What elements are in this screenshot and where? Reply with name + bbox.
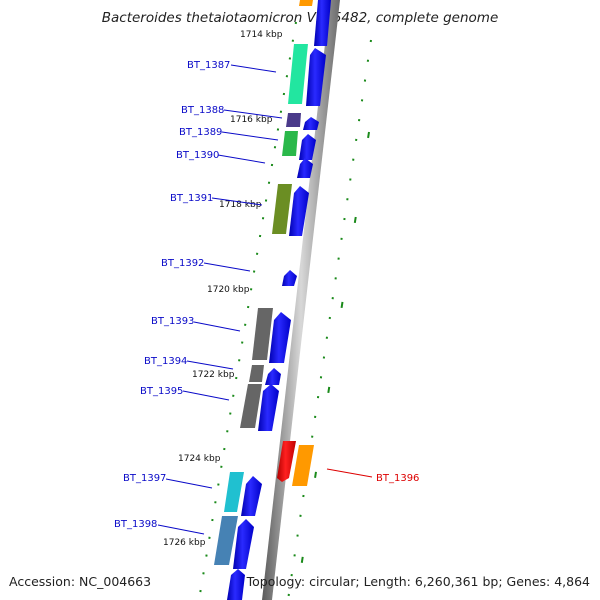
topology-info: Topology: circular; Length: 6,260,361 bp… [246, 574, 590, 589]
scale-label: 1726 kbp [163, 538, 206, 548]
accession-label: Accession: [9, 574, 76, 589]
gene-arrow-bt-1387 [306, 48, 326, 106]
scale-label: 1714 kbp [240, 30, 283, 40]
gene-arrow-bt-1392 [282, 270, 297, 286]
map-title: Bacteroides thetaiotaomicron VPI-5482, c… [101, 10, 499, 26]
gene-arrow-bt-1396 [277, 441, 296, 482]
gene-arrow-bt-1394 [265, 368, 281, 385]
cog-block-bt-1398 [214, 516, 238, 565]
leader-line-bt-1396 [326, 468, 373, 478]
cog-block-bt-1394 [249, 365, 264, 382]
scale-label: 1718 kbp [219, 200, 262, 210]
leader-line-bt-1397 [165, 478, 213, 489]
gene-label-bt-1394[interactable]: BT_1394 [144, 356, 187, 367]
gene-label-bt-1390[interactable]: BT_1390 [176, 150, 219, 161]
gene-label-bt-1393[interactable]: BT_1393 [151, 316, 194, 327]
leader-line-bt-1387 [230, 64, 277, 73]
gene-top-orange [299, 0, 313, 6]
gene-arrow-bt-1397 [241, 476, 262, 516]
scale-label: 1720 kbp [207, 285, 250, 295]
gene-top-blue [314, 0, 331, 46]
gene-label-bt-1395[interactable]: BT_1395 [140, 386, 183, 397]
cog-block-bt-1391 [272, 184, 292, 234]
gene-label-bt-1389[interactable]: BT_1389 [179, 127, 222, 138]
gene-arrow-bt-1391 [289, 186, 309, 236]
accession-info: Accession: NC_004663 [9, 574, 151, 589]
accession-value: NC_004663 [79, 574, 152, 589]
leader-line-bt-1393 [193, 321, 241, 332]
gene-label-bt-1387[interactable]: BT_1387 [187, 60, 230, 71]
leader-line-bt-1394 [186, 360, 234, 370]
cog-block-bt-1393 [252, 308, 273, 360]
scale-label: 1716 kbp [230, 115, 273, 125]
gene-label-bt-1391[interactable]: BT_1391 [170, 193, 213, 204]
gene-arrow-bottom [227, 569, 245, 600]
gene-label-bt-1392[interactable]: BT_1392 [161, 258, 204, 269]
backbone [262, 0, 340, 600]
gene-label-bt-1388[interactable]: BT_1388 [181, 105, 224, 116]
leader-line-bt-1392 [203, 262, 251, 272]
cog-block-bt-1397 [224, 472, 244, 512]
gene-arrow-bt-1389 [299, 134, 316, 160]
cog-block-bt-1389 [282, 131, 298, 156]
gene-arrow-bt-1388 [303, 117, 319, 130]
leader-line-bt-1390 [217, 154, 266, 164]
gene-arrow-bt-1390 [297, 158, 313, 178]
gene-arrow-bt-1395 [258, 384, 279, 431]
cog-block-bt-1395 [240, 384, 262, 428]
gene-arrow-bt-1393 [269, 312, 291, 363]
gene-label-bt-1398[interactable]: BT_1398 [114, 519, 157, 530]
gene-label-bt-1397[interactable]: BT_1397 [123, 473, 166, 484]
leader-line-bt-1389 [221, 131, 279, 141]
scale-label: 1722 kbp [192, 370, 235, 380]
leader-line-bt-1388 [223, 109, 283, 119]
leader-line-bt-1398 [157, 524, 205, 535]
leader-line-bt-1391 [211, 197, 263, 206]
leader-line-bt-1395 [182, 390, 230, 401]
gene-arrow-bt-1398 [233, 519, 254, 569]
cog-block-bt-1387 [288, 44, 308, 104]
scale-label: 1724 kbp [178, 454, 221, 464]
gene-label-bt-1396[interactable]: BT_1396 [376, 473, 419, 484]
cog-block-bt-1388 [286, 113, 301, 127]
cog-block-bt-1396 [292, 445, 314, 486]
